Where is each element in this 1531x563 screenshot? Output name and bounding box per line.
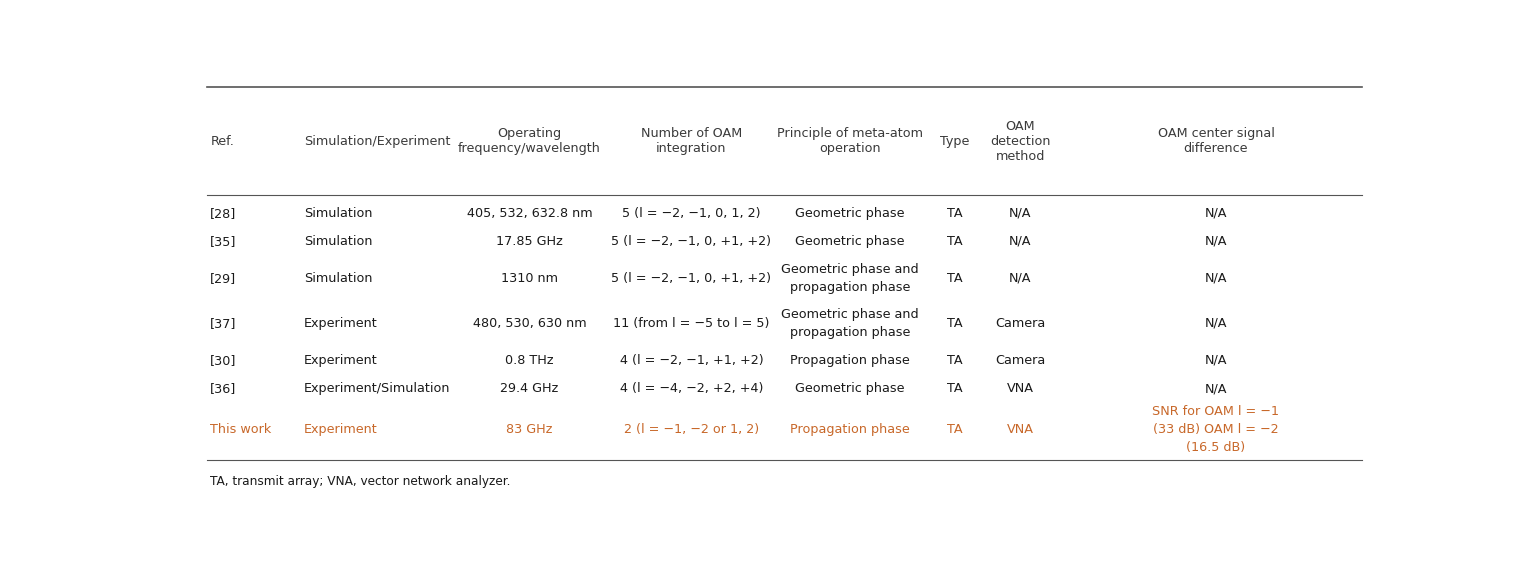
Text: VNA: VNA xyxy=(1007,423,1033,436)
Text: N/A: N/A xyxy=(1009,207,1032,220)
Text: VNA: VNA xyxy=(1007,382,1033,395)
Text: Type: Type xyxy=(940,135,969,148)
Text: Simulation/Experiment: Simulation/Experiment xyxy=(305,135,450,148)
Text: Geometric phase and
propagation phase: Geometric phase and propagation phase xyxy=(781,263,919,294)
Text: [28]: [28] xyxy=(210,207,237,220)
Text: TA: TA xyxy=(948,354,963,367)
Text: 5 (l = −2, −1, 0, 1, 2): 5 (l = −2, −1, 0, 1, 2) xyxy=(622,207,761,220)
Text: Operating
frequency/wavelength: Operating frequency/wavelength xyxy=(458,127,602,155)
Text: N/A: N/A xyxy=(1205,382,1228,395)
Text: [36]: [36] xyxy=(210,382,237,395)
Text: OAM
detection
method: OAM detection method xyxy=(991,120,1050,163)
Text: OAM center signal
difference: OAM center signal difference xyxy=(1157,127,1274,155)
Text: Experiment/Simulation: Experiment/Simulation xyxy=(305,382,450,395)
Text: 83 GHz: 83 GHz xyxy=(507,423,553,436)
Text: 1310 nm: 1310 nm xyxy=(501,271,557,285)
Text: Geometric phase: Geometric phase xyxy=(795,382,905,395)
Text: TA: TA xyxy=(948,207,963,220)
Text: 5 (l = −2, −1, 0, +1, +2): 5 (l = −2, −1, 0, +1, +2) xyxy=(611,235,772,248)
Text: 4 (l = −2, −1, +1, +2): 4 (l = −2, −1, +1, +2) xyxy=(620,354,764,367)
Text: Propagation phase: Propagation phase xyxy=(790,423,909,436)
Text: Ref.: Ref. xyxy=(210,135,234,148)
Text: TA: TA xyxy=(948,423,963,436)
Text: TA, transmit array; VNA, vector network analyzer.: TA, transmit array; VNA, vector network … xyxy=(210,475,511,488)
Text: [37]: [37] xyxy=(210,317,237,330)
Text: TA: TA xyxy=(948,317,963,330)
Text: SNR for OAM l = −1
(33 dB) OAM l = −2
(16.5 dB): SNR for OAM l = −1 (33 dB) OAM l = −2 (1… xyxy=(1153,405,1280,454)
Text: N/A: N/A xyxy=(1205,235,1228,248)
Text: Camera: Camera xyxy=(995,354,1046,367)
Text: N/A: N/A xyxy=(1009,271,1032,285)
Text: This work: This work xyxy=(210,423,271,436)
Text: Principle of meta-atom
operation: Principle of meta-atom operation xyxy=(776,127,923,155)
Text: Camera: Camera xyxy=(995,317,1046,330)
Text: 0.8 THz: 0.8 THz xyxy=(505,354,554,367)
Text: TA: TA xyxy=(948,271,963,285)
Text: Experiment: Experiment xyxy=(305,423,378,436)
Text: [29]: [29] xyxy=(210,271,236,285)
Text: N/A: N/A xyxy=(1205,271,1228,285)
Text: 2 (l = −1, −2 or 1, 2): 2 (l = −1, −2 or 1, 2) xyxy=(625,423,759,436)
Text: N/A: N/A xyxy=(1205,317,1228,330)
Text: TA: TA xyxy=(948,235,963,248)
Text: Simulation: Simulation xyxy=(305,207,372,220)
Text: 405, 532, 632.8 nm: 405, 532, 632.8 nm xyxy=(467,207,592,220)
Text: N/A: N/A xyxy=(1009,235,1032,248)
Text: TA: TA xyxy=(948,382,963,395)
Text: Geometric phase and
propagation phase: Geometric phase and propagation phase xyxy=(781,308,919,339)
Text: 5 (l = −2, −1, 0, +1, +2): 5 (l = −2, −1, 0, +1, +2) xyxy=(611,271,772,285)
Text: 4 (l = −4, −2, +2, +4): 4 (l = −4, −2, +2, +4) xyxy=(620,382,762,395)
Text: 11 (from l = −5 to l = 5): 11 (from l = −5 to l = 5) xyxy=(614,317,770,330)
Text: Experiment: Experiment xyxy=(305,354,378,367)
Text: N/A: N/A xyxy=(1205,207,1228,220)
Text: Propagation phase: Propagation phase xyxy=(790,354,909,367)
Text: Geometric phase: Geometric phase xyxy=(795,207,905,220)
Text: Number of OAM
integration: Number of OAM integration xyxy=(641,127,743,155)
Text: N/A: N/A xyxy=(1205,354,1228,367)
Text: [30]: [30] xyxy=(210,354,237,367)
Text: Simulation: Simulation xyxy=(305,271,372,285)
Text: 17.85 GHz: 17.85 GHz xyxy=(496,235,563,248)
Text: Experiment: Experiment xyxy=(305,317,378,330)
Text: 480, 530, 630 nm: 480, 530, 630 nm xyxy=(473,317,586,330)
Text: Simulation: Simulation xyxy=(305,235,372,248)
Text: 29.4 GHz: 29.4 GHz xyxy=(501,382,559,395)
Text: Geometric phase: Geometric phase xyxy=(795,235,905,248)
Text: [35]: [35] xyxy=(210,235,237,248)
